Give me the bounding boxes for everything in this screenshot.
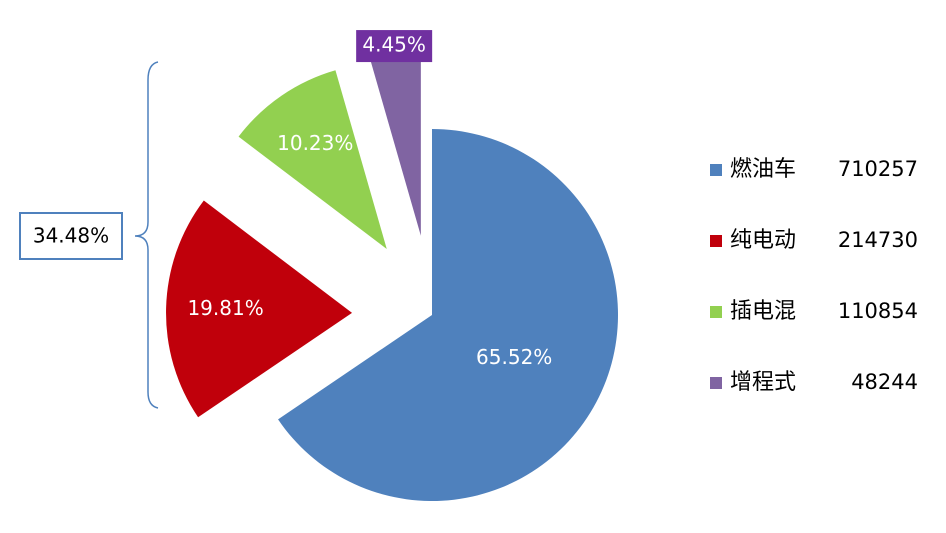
legend-value: 710257 (838, 157, 918, 181)
data-label: 19.81% (187, 296, 263, 320)
data-label: 4.45% (362, 33, 426, 57)
legend-label: 纯电动 (730, 228, 796, 253)
legend-value: 48244 (851, 370, 918, 394)
annotation: 34.48% (33, 224, 109, 248)
legend-swatch (710, 235, 722, 247)
legend-swatch (710, 164, 722, 176)
legend-value: 110854 (838, 299, 918, 323)
data-label: 65.52% (476, 345, 552, 369)
annotation-box (19, 212, 123, 260)
pie-slice (166, 200, 353, 418)
legend-swatch (710, 306, 722, 318)
pie-slice (278, 129, 618, 501)
data-label: 10.23% (277, 131, 353, 155)
legend-label: 插电混 (730, 299, 796, 324)
legend-label: 燃油车 (730, 157, 796, 182)
legend-label: 增程式 (730, 370, 796, 395)
pie-slice (369, 49, 421, 236)
bracket (134, 61, 159, 409)
legend-swatch (710, 377, 722, 389)
label-box (356, 30, 433, 63)
pie-slice (238, 70, 387, 250)
legend-value: 214730 (838, 228, 918, 252)
